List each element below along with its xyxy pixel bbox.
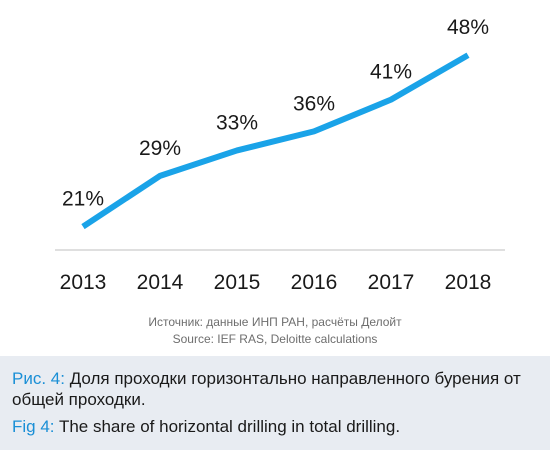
x-tick-2015: 2015 xyxy=(214,271,261,294)
caption-en-prefix: Fig 4: xyxy=(12,417,55,436)
caption-ru: Рис. 4: Доля проходки горизонтально напр… xyxy=(12,368,538,410)
series-line xyxy=(81,52,470,230)
source-line-ru: Источник: данные ИНП РАН, расчёты Делойт xyxy=(148,315,402,329)
data-label-2015: 33% xyxy=(216,111,258,134)
x-tick-2017: 2017 xyxy=(368,271,415,294)
data-label-2013: 21% xyxy=(62,188,104,211)
source-note: Источник: данные ИНП РАН, расчёты Делойт… xyxy=(0,314,550,348)
x-tick-2014: 2014 xyxy=(137,271,184,294)
caption-en-text: The share of horizontal drilling in tota… xyxy=(54,417,401,436)
caption-ru-text: Доля проходки горизонтально направленног… xyxy=(12,369,521,409)
data-label-2016: 36% xyxy=(293,92,335,115)
data-labels: 21% 29% 33% 36% 41% 48% xyxy=(62,16,489,210)
caption-ru-prefix: Рис. 4: xyxy=(12,369,65,388)
line-chart: 21%29%33%36%41%48% 2013 2014 2015 2016 2017 2… xyxy=(55,16,505,294)
data-label-2018: 48% xyxy=(447,16,489,39)
x-tick-2018: 2018 xyxy=(445,271,492,294)
source-line-en: Source: IEF RAS, Deloitte calculations xyxy=(172,332,378,346)
x-tick-labels: 2013 2014 2015 2016 2017 2018 xyxy=(60,271,492,294)
figure-caption: Рис. 4: Доля проходки горизонтально напр… xyxy=(0,356,550,450)
x-tick-2013: 2013 xyxy=(60,271,107,294)
caption-en: Fig 4: The share of horizontal drilling … xyxy=(12,416,538,437)
data-label-2017: 41% xyxy=(370,61,412,84)
data-label-2014: 29% xyxy=(139,137,181,160)
x-tick-2016: 2016 xyxy=(291,271,338,294)
